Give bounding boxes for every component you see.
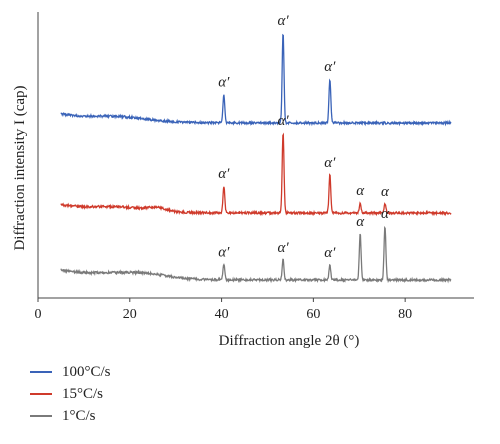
peak-label: α [381, 184, 390, 200]
peak-label: α′ [218, 166, 230, 182]
peak-label: α′ [324, 59, 336, 75]
x-tick-label: 0 [35, 307, 42, 322]
peak-label: α′ [277, 113, 289, 129]
peak-label: α′ [277, 13, 289, 29]
legend-label-15: 15°C/s [62, 385, 104, 402]
peak-label: α′ [324, 155, 336, 171]
legend-item-15: 15°C/s [30, 383, 111, 405]
peak-label: α [356, 183, 365, 199]
y-axis-title: Diffraction intensity I (cap) [12, 85, 28, 250]
x-tick-label: 20 [123, 307, 137, 322]
trace-1°C/s [60, 225, 452, 284]
legend-swatch-1 [30, 415, 52, 417]
x-axis-title: Diffraction angle 2θ (°) [219, 333, 360, 349]
legend-label-1: 1°C/s [62, 407, 96, 424]
peak-labels: α′ α′ α′ α′ α′ α′ α α α′ α′ α′ α α [218, 13, 390, 261]
peak-label: α′ [218, 245, 230, 261]
axes: 0 20 40 60 80 [35, 12, 474, 322]
x-tick-label: 40 [215, 307, 229, 322]
x-tick-label: 80 [398, 307, 412, 322]
legend-label-100: 100°C/s [62, 363, 111, 380]
peak-label: α′ [218, 75, 230, 91]
trace-100°C/s [60, 33, 452, 127]
trace-15°C/s [60, 132, 452, 217]
legend-swatch-15 [30, 393, 52, 395]
peak-label: α [356, 214, 365, 230]
peak-label: α [381, 206, 390, 222]
x-tick-label: 60 [306, 307, 320, 322]
peak-label: α′ [324, 245, 336, 261]
legend-swatch-100 [30, 371, 52, 373]
legend-item-100: 100°C/s [30, 361, 111, 383]
peak-label: α′ [277, 240, 289, 256]
legend: 100°C/s 15°C/s 1°C/s [30, 361, 111, 427]
diffraction-traces [60, 33, 452, 284]
legend-item-1: 1°C/s [30, 405, 111, 427]
